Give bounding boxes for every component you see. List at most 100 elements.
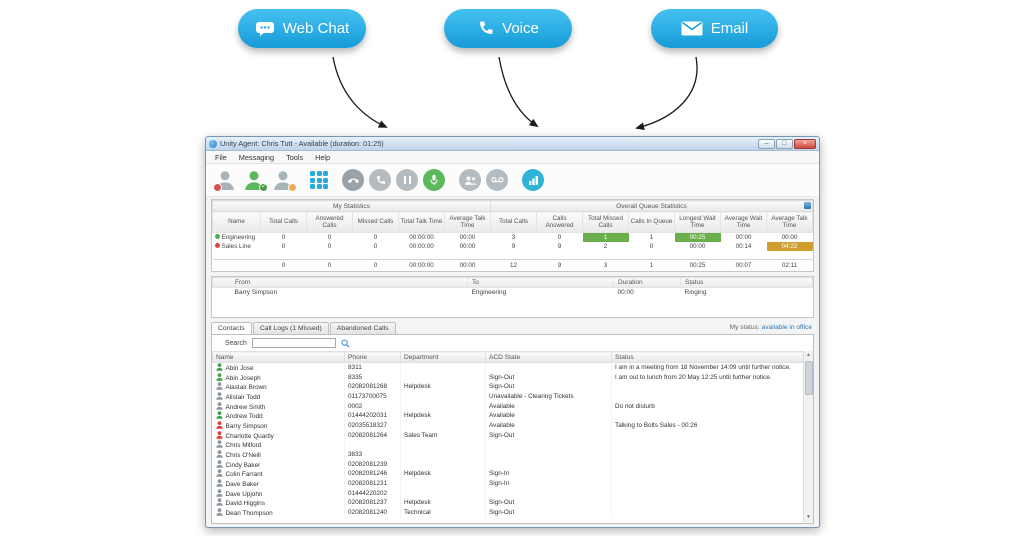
contact-department: Helpdesk <box>401 411 486 421</box>
stats-col-name: Name <box>213 212 261 233</box>
contact-acd-state: Sign-Out <box>486 498 612 508</box>
stats-cell: 0 <box>307 242 353 251</box>
contact-row-charlotte-quartly[interactable]: Charlotte Quartly02082081264Sales TeamSi… <box>213 430 805 440</box>
search-input[interactable] <box>252 338 336 348</box>
stats-cell: 3 <box>491 233 537 242</box>
chat-icon <box>255 21 275 37</box>
webchat-label: Web Chat <box>283 20 349 37</box>
contact-row-cindy-baker[interactable]: Cindy Baker02082081239 <box>213 459 805 469</box>
stats-cell: 2 <box>583 242 629 251</box>
agent-wrapup-icon[interactable] <box>272 169 296 191</box>
stats-body: Engineering00000:00:0000:00301100:2500:0… <box>213 233 813 260</box>
call-row[interactable]: Barry SimpsonEngineering00:00Ringing <box>213 288 813 298</box>
contact-name: Alastair Brown <box>213 382 345 392</box>
scroll-down-icon[interactable]: ▼ <box>806 513 811 522</box>
person-icon <box>216 450 223 458</box>
call-from: Barry Simpson <box>213 288 468 298</box>
contact-row-alistair-todd[interactable]: Alistair Todd01173700075Unavailable - Cl… <box>213 392 805 402</box>
stats-col-answered-calls: Answered Calls <box>307 212 353 233</box>
stats-row-sales-line[interactable]: Sales Line00000:00:0000:00992000:0000:14… <box>213 242 813 251</box>
contact-acd-state <box>486 459 612 469</box>
contact-row-andrew-todd[interactable]: Andrew Todd01444202031HelpdeskAvailable <box>213 411 805 421</box>
contact-phone: 02082081237 <box>345 498 401 508</box>
agent-available-icon[interactable]: ✓ <box>243 169 267 191</box>
queue-status-icon <box>215 234 220 239</box>
search-icon[interactable] <box>341 339 350 348</box>
stats-col-total-calls: Total Calls <box>491 212 537 233</box>
voice-button[interactable]: Voice <box>444 9 572 48</box>
contact-phone: 02082081268 <box>345 382 401 392</box>
minimize-button[interactable]: – <box>758 139 775 149</box>
stats-cell: 0 <box>261 242 307 251</box>
menu-help[interactable]: Help <box>309 153 336 162</box>
status-note: My status: available in office <box>730 322 814 334</box>
contact-name: Dave Baker <box>213 479 345 489</box>
stats-col-average-talk-time: Average Talk Time <box>767 212 813 233</box>
contact-row-barry-simpson[interactable]: Barry Simpson02035518327AvailableTalking… <box>213 421 805 431</box>
contact-row-dean-thompson[interactable]: Dean Thompson02082081240TechnicalSign-Ou… <box>213 508 805 518</box>
agent-unavailable-icon[interactable] <box>214 169 238 191</box>
contacts-col-acd-state: ACD State <box>486 352 612 363</box>
calls-col-status: Status <box>681 278 813 288</box>
contact-row-chris-o-neill[interactable]: Chris O'Neill3833 <box>213 450 805 460</box>
contact-row-abin-joseph[interactable]: Abin Joseph8335Sign-OutI am out to lunch… <box>213 372 805 382</box>
contact-acd-state <box>486 450 612 460</box>
close-button[interactable]: × <box>794 139 816 149</box>
call-status: Ringing <box>681 288 813 298</box>
stats-cell: 00:00 <box>675 242 721 251</box>
person-icon <box>216 421 223 429</box>
status-note-value: available in office <box>762 324 812 331</box>
conference-icon[interactable] <box>459 169 481 191</box>
contact-phone: 02082081264 <box>345 430 401 440</box>
calls-col-duration: Duration <box>614 278 681 288</box>
stats-cell: 1 <box>583 233 629 242</box>
contacts-col-name: Name <box>213 352 345 363</box>
contact-department <box>401 459 486 469</box>
stats-cell: 0 <box>261 233 307 242</box>
contacts-scrollbar[interactable]: ▲ ▼ <box>803 351 813 522</box>
contact-status <box>612 382 805 392</box>
record-call-icon[interactable] <box>423 169 445 191</box>
stats-col-average-wait-time: Average Wait Time <box>721 212 767 233</box>
contact-department <box>401 450 486 460</box>
answer-call-icon[interactable] <box>369 169 391 191</box>
scroll-up-icon[interactable]: ▲ <box>806 351 811 360</box>
scrollbar-thumb[interactable] <box>805 361 813 395</box>
contact-row-david-higgins[interactable]: David Higgins02082081237HelpdeskSign-Out <box>213 498 805 508</box>
contact-row-chris-milford[interactable]: Chris Milford <box>213 440 805 450</box>
stats-row-engineering[interactable]: Engineering00000:00:0000:00301100:2500:0… <box>213 233 813 242</box>
stats-expand-icon[interactable] <box>804 202 811 209</box>
dialpad-icon[interactable] <box>310 171 328 189</box>
voicemail-icon[interactable] <box>486 169 508 191</box>
contact-row-dave-baker[interactable]: Dave Baker02082081231Sign-In <box>213 479 805 489</box>
contact-row-colin-farrant[interactable]: Colin Farrant02082081246HelpdeskSign-In <box>213 469 805 479</box>
contact-status: I am out to lunch from 20 May 12:25 unti… <box>612 372 805 382</box>
contact-row-alastair-brown[interactable]: Alastair Brown02082081268HelpdeskSign-Ou… <box>213 382 805 392</box>
menu-messaging[interactable]: Messaging <box>233 153 280 162</box>
queue-name: Sales Line <box>213 242 261 251</box>
contact-phone: 02082081240 <box>345 508 401 518</box>
tab-abandoned-calls[interactable]: Abandoned Calls <box>330 322 396 334</box>
reports-icon[interactable] <box>522 169 544 191</box>
title-bar[interactable]: Unity Agent: Chris Tutt - Available (dur… <box>206 137 819 151</box>
maximize-button[interactable]: □ <box>776 139 793 149</box>
stats-total-cell: 9 <box>537 260 583 271</box>
calls-col-from: From <box>213 278 468 288</box>
contact-name: Chris O'Neill <box>213 450 345 460</box>
hold-call-icon[interactable] <box>396 169 418 191</box>
tab-contacts[interactable]: Contacts <box>211 322 252 334</box>
contact-name: Andrew Smith <box>213 401 345 411</box>
contact-row-andrew-smith[interactable]: Andrew Smith0002AvailableDo not disturb <box>213 401 805 411</box>
stats-total-cell: 0 <box>307 260 353 271</box>
person-icon <box>216 489 223 497</box>
contact-acd-state: Sign-Out <box>486 508 612 518</box>
contact-row-abin-jose[interactable]: Abin Jose8311I am in a meeting from 18 N… <box>213 363 805 373</box>
menu-file[interactable]: File <box>209 153 233 162</box>
webchat-button[interactable]: Web Chat <box>238 9 366 48</box>
email-button[interactable]: Email <box>651 9 778 48</box>
contact-row-dave-upjohn[interactable]: Dave Upjohn01444220202 <box>213 488 805 498</box>
tab-call-logs-1-missed[interactable]: Call Logs (1 Missed) <box>253 322 329 334</box>
contact-department <box>401 488 486 498</box>
end-call-icon[interactable] <box>342 169 364 191</box>
menu-tools[interactable]: Tools <box>280 153 309 162</box>
